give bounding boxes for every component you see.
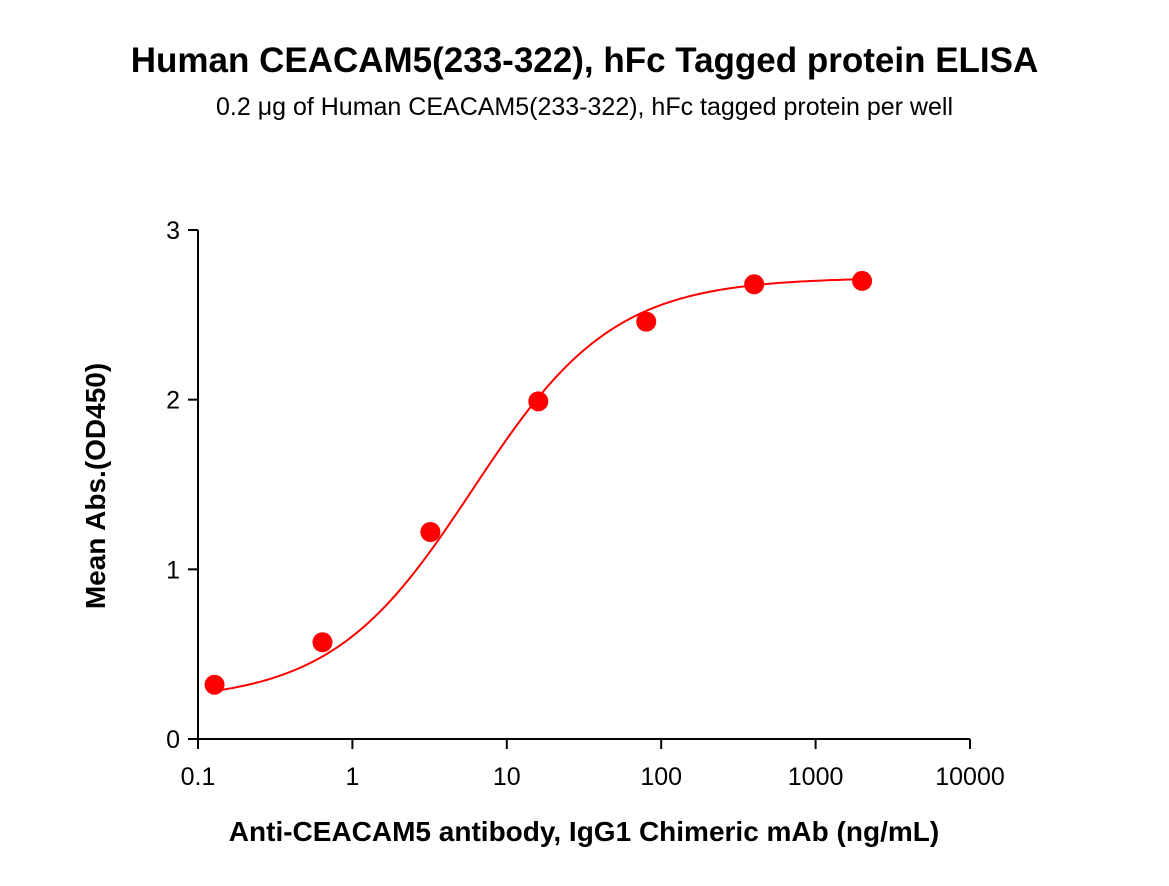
data-points <box>204 270 873 695</box>
chart-subtitle: 0.2 μg of Human CEACAM5(233-322), hFc ta… <box>216 93 953 121</box>
fit-curve <box>214 278 863 692</box>
data-point <box>636 311 657 332</box>
data-point <box>528 391 549 412</box>
y-tick-label: 0 <box>166 726 180 754</box>
data-point <box>420 522 441 543</box>
data-point <box>204 674 225 695</box>
axes <box>197 230 970 740</box>
y-tick-label: 2 <box>166 387 180 415</box>
x-tick-label: 1 <box>345 763 359 791</box>
x-tick-label: 0.1 <box>181 763 216 791</box>
x-tick-label: 10000 <box>935 763 1005 791</box>
y-axis-label: Mean Abs.(OD450) <box>80 363 111 609</box>
x-tick-label: 1000 <box>788 763 844 791</box>
data-point <box>744 274 765 295</box>
x-tick-label: 100 <box>640 763 682 791</box>
data-point <box>312 632 333 653</box>
chart-title: Human CEACAM5(233-322), hFc Tagged prote… <box>131 41 1039 80</box>
y-tick-label: 1 <box>166 556 180 584</box>
x-axis-label: Anti-CEACAM5 antibody, IgG1 Chimeric mAb… <box>229 816 939 847</box>
y-tick-label: 3 <box>166 217 180 245</box>
x-tick-label: 10 <box>493 763 521 791</box>
y-ticks: 0 1 2 3 <box>166 217 198 754</box>
x-ticks: 0.1 1 10 100 1000 10000 <box>181 739 1005 791</box>
data-point <box>852 270 873 291</box>
